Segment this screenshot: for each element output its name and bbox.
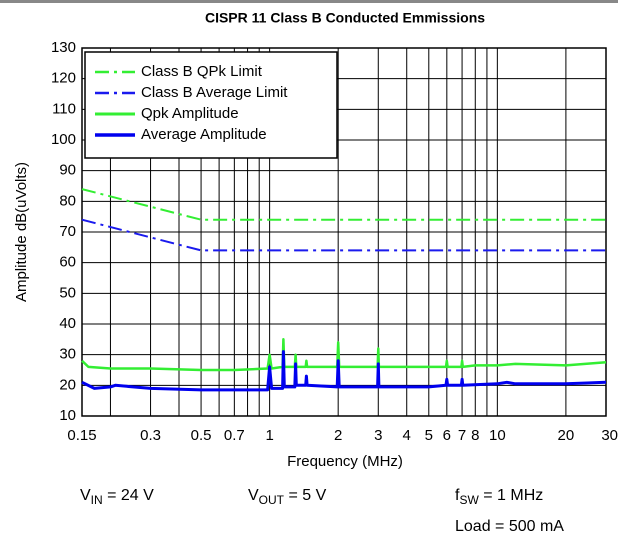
annotation-rest: = 24 V: [103, 487, 154, 504]
y-axis-label: Amplitude dB(uVolts): [13, 162, 30, 302]
x-tick-label: 8: [471, 427, 479, 444]
chart-title: CISPR 11 Class B Conducted Emmissions: [205, 10, 485, 26]
y-tick-label: 70: [59, 223, 76, 240]
legend-label: Class B QPk Limit: [141, 63, 263, 80]
x-tick-label: 1: [265, 427, 273, 444]
legend-box: [84, 51, 338, 159]
x-tick-label: 30: [601, 427, 618, 444]
annotation-text: f: [455, 487, 460, 504]
legend-label: Class B Average Limit: [141, 84, 288, 101]
y-tick-label: 20: [59, 376, 76, 393]
y-tick-label: 10: [59, 407, 76, 424]
y-tick-label: 110: [52, 100, 76, 117]
y-tick-label: 30: [59, 346, 76, 363]
x-tick-label: 2: [334, 427, 342, 444]
x-tick-label: 3: [374, 427, 382, 444]
y-tick-label: 120: [51, 70, 76, 87]
y-tick-label: 130: [51, 39, 76, 56]
y-tick-label: 100: [51, 131, 76, 148]
x-tick-label: 10: [489, 427, 506, 444]
annotation-rest: = 1 MHz: [479, 487, 543, 504]
annotation-text: Load = 500 mA: [455, 518, 564, 535]
annotation-sub: IN: [91, 493, 103, 507]
plot-frame: [81, 47, 607, 417]
x-axis-label: Frequency (MHz): [287, 453, 403, 470]
x-tick-label: 0.15: [67, 427, 96, 444]
data-line: [81, 188, 606, 221]
y-tick-label: 40: [59, 315, 76, 332]
y-tick-label: 60: [59, 254, 76, 271]
annotation: fSW = 1 MHz: [455, 487, 543, 507]
legend-label: Qpk Amplitude: [141, 105, 239, 122]
annotation: Load = 500 mA: [455, 518, 564, 535]
annotation-sub: OUT: [259, 493, 285, 507]
x-tick-label: 5: [425, 427, 433, 444]
annotation-sub: SW: [459, 493, 479, 507]
annotation-text: V: [248, 487, 259, 504]
top-border: [0, 0, 618, 3]
data-line: [81, 350, 607, 392]
legend-label: Average Amplitude: [141, 126, 267, 143]
annotation: VIN = 24 V: [80, 487, 154, 507]
x-tick-label: 6: [443, 427, 451, 444]
x-tick-label: 0.7: [224, 427, 245, 444]
annotation-rest: = 5 V: [284, 487, 327, 504]
x-tick-label: 4: [403, 427, 411, 444]
y-tick-label: 80: [59, 192, 76, 209]
annotation: VOUT = 5 V: [248, 487, 327, 507]
x-tick-label: 7: [458, 427, 466, 444]
x-tick-label: 20: [558, 427, 575, 444]
y-tick-label: 90: [59, 162, 76, 179]
x-tick-label: 0.3: [140, 427, 161, 444]
data-line: [81, 218, 606, 252]
x-tick-label: 0.5: [191, 427, 212, 444]
y-tick-label: 50: [59, 284, 76, 301]
annotation-text: V: [80, 487, 91, 504]
